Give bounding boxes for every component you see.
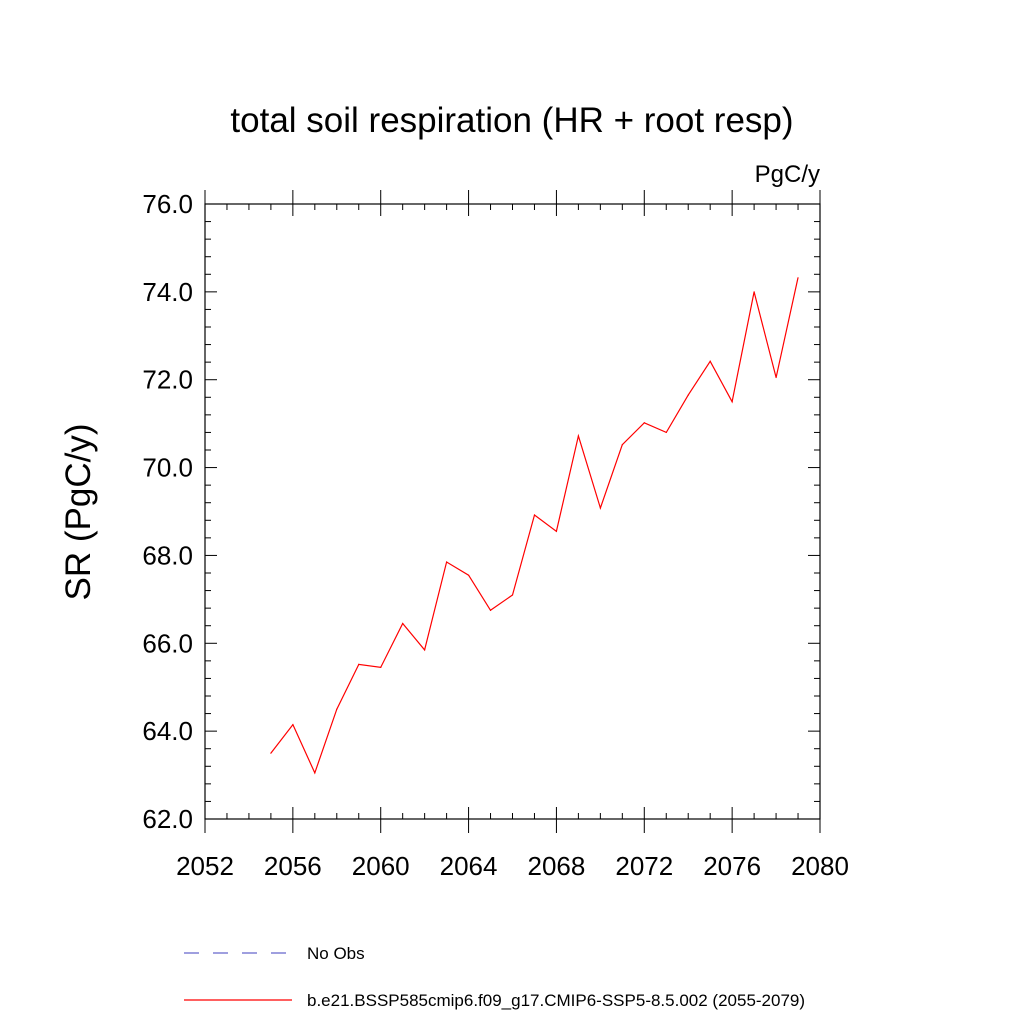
x-axis: 2052 2056 2060 2064 2068 2072 2076 2080	[176, 190, 849, 881]
chart-title: total soil respiration (HR + root resp)	[230, 101, 793, 140]
x-tick-label: 2064	[440, 851, 498, 881]
plot-frame	[204, 203, 821, 820]
y-tick-label: 70.0	[142, 453, 193, 483]
series-point	[797, 277, 799, 279]
y-tick-label: 76.0	[142, 189, 193, 219]
series-point	[709, 360, 711, 362]
x-tick-label: 2076	[703, 851, 761, 881]
legend-label-model: b.e21.BSSP585cmip6.f09_g17.CMIP6-SSP5-8.…	[307, 991, 805, 1010]
series-point	[467, 574, 470, 576]
x-tick-label: 2060	[352, 851, 410, 881]
series-point	[489, 609, 492, 611]
y-tick-label: 66.0	[142, 628, 193, 658]
legend-label-no-obs: No Obs	[307, 944, 365, 963]
x-tick-label: 2052	[176, 851, 234, 881]
series-point	[643, 422, 645, 424]
series-line-1	[270, 277, 799, 775]
series-point	[753, 291, 755, 293]
series-point	[314, 772, 316, 774]
series-point	[775, 376, 777, 379]
series-point	[358, 663, 360, 665]
x-tick-label: 2072	[615, 851, 673, 881]
series-point	[270, 752, 272, 754]
y-tick-label: 64.0	[142, 716, 193, 746]
legend: No Obs b.e21.BSSP585cmip6.f09_g17.CMIP6-…	[184, 944, 805, 1010]
series-layer	[270, 277, 799, 775]
y-tick-label: 72.0	[142, 365, 193, 395]
y-tick-label: 74.0	[142, 277, 193, 307]
series-point	[533, 514, 536, 516]
y-axis: 62.0 64.0 66.0 68.0 70.0 72.0 74.0 76.0	[142, 189, 820, 834]
y-axis-label: SR (PgC/y)	[59, 424, 98, 601]
series-point	[665, 431, 667, 434]
series-point	[555, 530, 558, 532]
y-tick-label: 62.0	[142, 804, 193, 834]
series-point	[446, 561, 448, 563]
series-point	[687, 394, 689, 396]
series-point	[424, 649, 426, 651]
series-point	[599, 507, 601, 509]
series-point	[402, 622, 404, 625]
units-label: PgC/y	[755, 161, 820, 188]
x-tick-label: 2068	[528, 851, 586, 881]
x-tick-label: 2080	[791, 851, 849, 881]
series-point	[621, 444, 623, 446]
series-point	[511, 594, 514, 596]
series-point	[292, 723, 294, 726]
series-point	[336, 708, 338, 710]
y-tick-label: 68.0	[142, 540, 193, 570]
x-tick-label: 2056	[264, 851, 322, 881]
series-point	[380, 666, 382, 669]
series-point	[731, 401, 733, 403]
series-point	[577, 435, 579, 437]
plot-border	[204, 203, 821, 820]
